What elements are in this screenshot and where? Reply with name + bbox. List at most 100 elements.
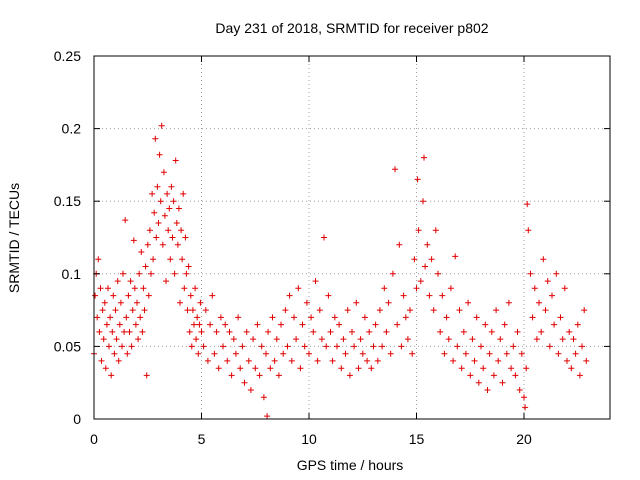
data-point [424, 241, 431, 248]
data-point [357, 336, 364, 343]
y-tick-label: 0.1 [62, 266, 82, 282]
data-point [551, 321, 558, 328]
data-point [576, 372, 583, 379]
data-point [196, 321, 203, 328]
data-point [200, 343, 207, 350]
data-point [241, 379, 248, 386]
data-point [226, 328, 233, 335]
data-point [555, 350, 562, 357]
data-point [207, 321, 214, 328]
y-tick-label: 0.15 [54, 193, 81, 209]
data-point [396, 241, 403, 248]
data-point [183, 270, 190, 277]
data-point [128, 343, 135, 350]
data-point [155, 220, 162, 226]
data-point [503, 350, 510, 357]
data-point [407, 307, 413, 314]
data-point [99, 307, 106, 314]
data-point [160, 169, 167, 176]
data-point [250, 336, 257, 343]
data-point [124, 350, 131, 357]
data-point [351, 343, 358, 350]
data-point [414, 176, 421, 183]
data-point [150, 256, 157, 263]
data-point [163, 278, 169, 285]
data-point [110, 292, 117, 299]
data-point [230, 336, 237, 343]
x-tick-label: 10 [301, 431, 317, 447]
data-point [154, 183, 161, 190]
data-point [482, 321, 489, 328]
data-point [327, 328, 334, 335]
data-point [572, 350, 579, 357]
data-point [536, 299, 542, 306]
data-point [533, 336, 540, 343]
data-point [167, 256, 174, 263]
data-point [148, 270, 154, 277]
x-tick-label: 15 [409, 431, 425, 447]
data-point [417, 278, 424, 285]
data-point [157, 198, 164, 205]
data-point [102, 365, 109, 372]
data-point [97, 285, 104, 292]
data-point [258, 343, 265, 350]
data-point [381, 285, 388, 292]
data-point [493, 307, 500, 314]
data-point [456, 307, 463, 314]
data-point [527, 270, 534, 277]
data-point [197, 299, 204, 306]
data-point [376, 307, 383, 314]
data-point [92, 292, 99, 299]
data-point [164, 190, 171, 197]
data-point [484, 387, 491, 393]
data-point [435, 270, 441, 277]
data-point [170, 198, 177, 205]
data-point [415, 227, 422, 234]
data-point [122, 217, 129, 224]
data-point [342, 350, 349, 357]
x-tick-label: 5 [198, 431, 206, 447]
data-point [495, 357, 502, 364]
data-point [531, 285, 538, 292]
data-point [430, 307, 437, 314]
data-point [374, 357, 381, 364]
data-point [325, 292, 332, 299]
data-point [529, 314, 536, 321]
data-point [512, 372, 519, 379]
data-point [488, 328, 495, 335]
y-tick-label: 0.25 [54, 48, 81, 64]
data-point [158, 122, 165, 129]
data-point [252, 365, 259, 372]
data-point [389, 270, 396, 277]
data-point [420, 198, 426, 205]
data-point [153, 234, 160, 241]
data-point [278, 321, 284, 328]
data-point [544, 278, 551, 285]
data-point [508, 365, 515, 372]
data-point [103, 321, 110, 328]
data-point [181, 285, 188, 292]
data-point [239, 343, 246, 350]
data-point [180, 190, 187, 197]
data-point [286, 292, 293, 299]
data-point [542, 307, 549, 314]
data-point [135, 336, 142, 343]
data-point [366, 328, 373, 335]
data-point [521, 394, 527, 401]
data-point [235, 314, 242, 321]
data-point [426, 292, 433, 299]
data-point [159, 241, 166, 248]
data-point [209, 292, 216, 299]
data-point [411, 256, 418, 263]
data-point [123, 314, 130, 321]
data-point [132, 321, 139, 328]
data-point [394, 321, 401, 328]
data-point [522, 404, 529, 411]
data-point [137, 314, 144, 321]
data-point [130, 237, 137, 244]
data-point [570, 336, 577, 343]
data-point [265, 328, 272, 335]
data-point [94, 314, 101, 321]
data-point [264, 413, 271, 420]
data-point [120, 270, 126, 277]
